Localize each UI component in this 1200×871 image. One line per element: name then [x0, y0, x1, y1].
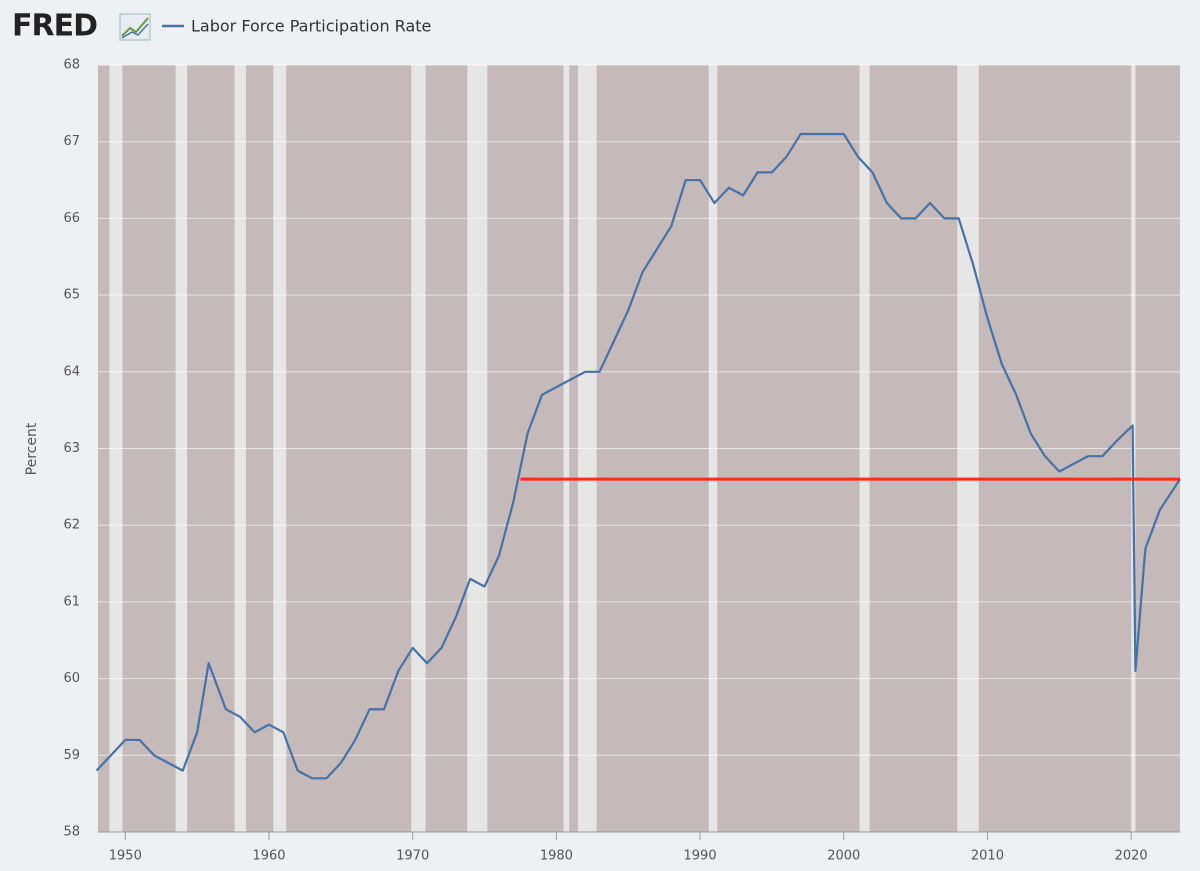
y-tick-label: 65	[63, 288, 80, 303]
y-tick-label: 64	[63, 364, 80, 379]
x-tick-label: 2010	[971, 849, 1004, 864]
y-tick-label: 61	[63, 594, 80, 609]
y-tick-label: 62	[63, 518, 80, 533]
x-tick-label: 1960	[252, 849, 285, 864]
x-tick-label: 1980	[540, 849, 573, 864]
data-line	[95, 132, 1181, 780]
x-tick-label: 2000	[827, 849, 860, 864]
y-tick-label: 59	[63, 748, 80, 763]
y-tick-label: 68	[63, 58, 80, 73]
y-tick-label: 63	[63, 441, 80, 456]
fred-logo: FRED	[12, 9, 97, 44]
y-tick-label: 66	[63, 211, 80, 226]
x-tick-label: 1990	[684, 849, 717, 864]
x-tick-label: 1970	[396, 849, 429, 864]
y-tick-label: 58	[63, 825, 80, 840]
y-axis-label: Percent	[24, 422, 40, 475]
logo-icon	[119, 13, 151, 41]
x-tick-label: 2020	[1115, 849, 1148, 864]
y-tick-label: 60	[63, 671, 80, 686]
y-tick-label: 67	[63, 134, 80, 149]
x-tick-label: 1950	[109, 849, 142, 864]
legend-label: Labor Force Participation Rate	[191, 17, 431, 36]
